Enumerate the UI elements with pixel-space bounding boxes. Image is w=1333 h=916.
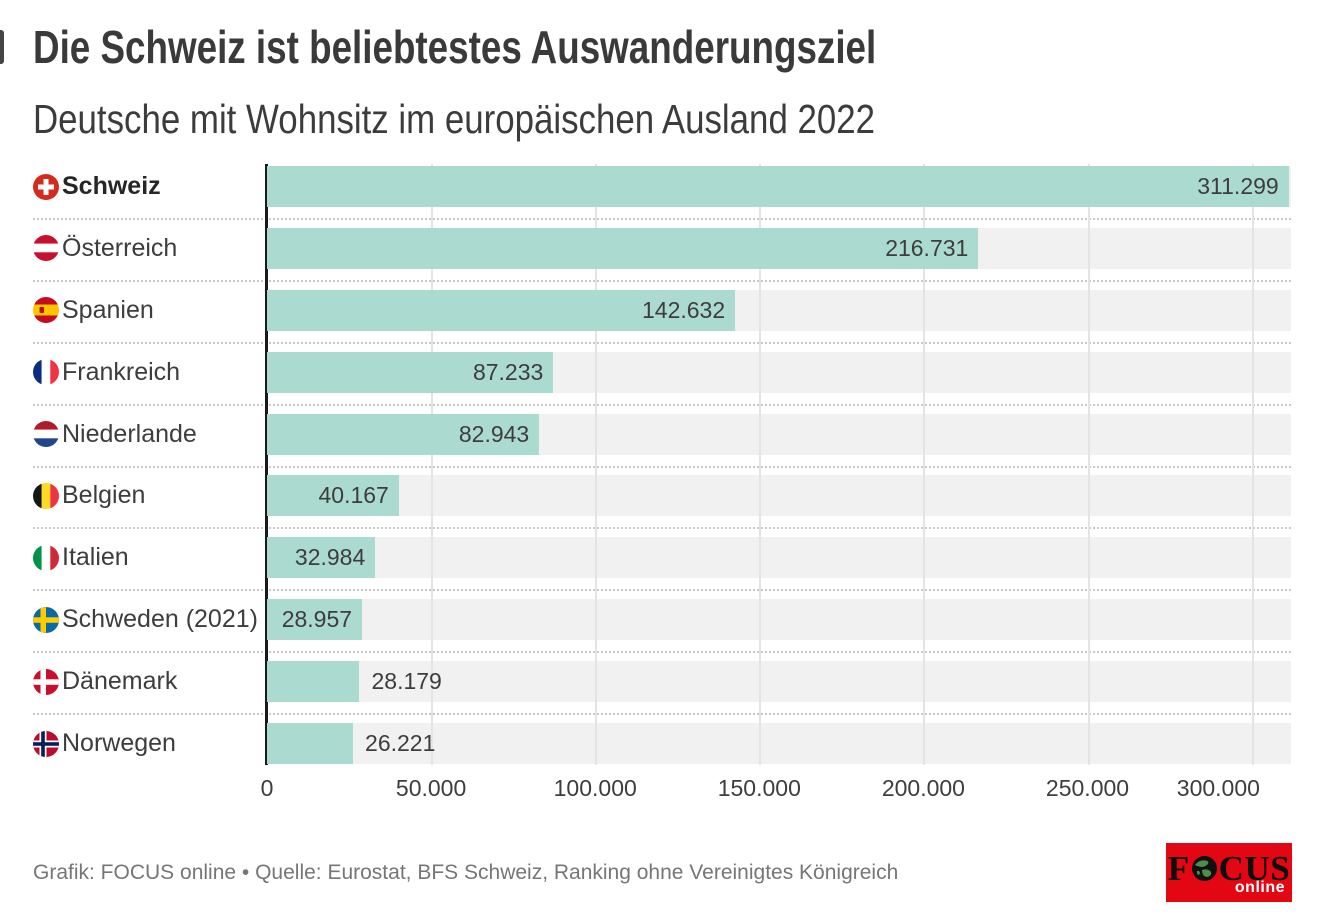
flag-france-icon [33,359,59,386]
bar [267,599,363,641]
x-tick-label: 150.000 [717,775,801,801]
value-label: 87.233 [472,358,544,385]
bar [267,227,979,269]
value-label: 142.632 [642,296,726,323]
category-cell: Belgien [33,475,267,516]
flag-switzerland-icon [33,173,59,200]
value-label: 40.167 [318,482,389,509]
value-label: 28.957 [281,606,353,633]
category-cell: Dänemark [33,661,267,702]
x-axis: 0 50.000 100.000 150.000 200.000 250.000 300.0… [261,775,1291,807]
bar-track [267,723,1291,765]
category-label: Italien [62,543,129,572]
x-tick-label: 0 [260,775,274,801]
category-cell: Niederlande [33,414,267,455]
value-label: 26.221 [365,730,436,757]
bar [267,351,554,393]
chart-row: Dänemark 28.179 [33,661,1291,723]
flag-netherlands-icon [33,421,59,448]
category-cell: Frankreich [33,352,267,393]
chart-row: Italien 32.984 [33,537,1291,599]
focus-online-logo: F CUS online [1166,843,1292,902]
chart-row: Frankreich 87.233 [33,351,1291,414]
bar [267,413,540,455]
chart-row: Norwegen 26.221 [33,723,1291,785]
bar-cell: 142.632 [267,289,1291,331]
bar [267,289,736,331]
logo-online-text: online [1234,879,1285,896]
flag-austria-icon [33,235,59,262]
category-cell: Österreich [33,228,267,269]
bar-cell: 28.957 [267,599,1291,641]
x-tick-label: 250.000 [1045,775,1130,801]
value-label: 28.179 [371,668,442,695]
bar-cell: 82.943 [267,413,1291,455]
category-label: Spanien [62,295,154,324]
bar-cell: 311.299 [267,166,1291,207]
chart-row: Spanien 142.632 [33,289,1291,352]
value-label: 32.984 [294,544,366,571]
flag-italy-icon [33,544,59,571]
category-label: Dänemark [62,667,178,696]
value-label: 216.731 [885,234,969,261]
value-label: 311.299 [1197,173,1279,199]
category-label: Frankreich [62,357,181,386]
bar [267,661,360,703]
category-cell: Schweiz [33,166,267,207]
globe-icon [1191,855,1218,882]
bar-track [267,599,1291,641]
category-label: Schweiz [62,172,161,200]
chart-row: Belgien 40.167 [33,475,1291,537]
chart-title: Die Schweiz ist beliebtestes Auswanderun… [33,21,877,73]
bar-cell: 40.167 [267,475,1291,517]
bar [267,723,354,765]
bar-track [267,475,1291,517]
x-tick-label: 100.000 [553,775,637,801]
flag-norway-icon [33,730,59,757]
chart-rows: Schweiz 311.299 Österreich 216.731 Spanien 14… [33,164,1291,785]
category-label: Niederlande [62,419,197,448]
category-cell: Spanien [33,290,267,331]
bar-cell: 28.179 [267,661,1291,703]
category-cell: Italien [33,537,267,578]
source-credit: Grafik: FOCUS online • Quelle: Eurostat,… [33,860,899,884]
flag-belgium-icon [33,482,59,509]
bar [267,537,376,579]
chart-subtitle: Deutsche mit Wohnsitz im europäischen Au… [33,96,876,142]
bar-track [267,537,1291,579]
chart-row: Österreich 216.731 [33,227,1291,290]
category-cell: Schweden (2021) [33,599,267,640]
chart-row: Niederlande 82.943 [33,413,1291,476]
footer: Grafik: FOCUS online • Quelle: Eurostat,… [33,843,1292,902]
bar [267,475,399,517]
category-cell: Norwegen [33,723,267,764]
bar-cell: 32.984 [267,537,1291,579]
chart-row: Schweiz 311.299 [33,166,1291,228]
x-tick-label: 300.000 [1176,775,1260,801]
bar [267,166,1289,207]
bar-cell: 87.233 [267,351,1291,393]
category-label: Österreich [62,233,178,262]
x-tick-label: 200.000 [881,775,965,801]
flag-denmark-icon [33,668,59,695]
logo-focus-text: F CUS [1167,849,1291,888]
flag-sweden-icon [33,606,59,633]
chart-row: Schweden (2021) 28.957 [33,599,1291,661]
edge-artifact [0,30,4,64]
bar-chart: Schweiz 311.299 Österreich 216.731 Spanien 14… [33,164,1291,785]
category-label: Belgien [62,481,146,510]
value-label: 82.943 [458,420,530,447]
bar-cell: 216.731 [267,227,1291,269]
category-label: Schweden (2021) [62,605,258,634]
category-label: Norwegen [62,729,176,758]
bar-track [267,661,1291,703]
flag-spain-icon [33,297,59,324]
bar-cell: 26.221 [267,723,1291,765]
x-tick-label: 50.000 [395,775,467,801]
